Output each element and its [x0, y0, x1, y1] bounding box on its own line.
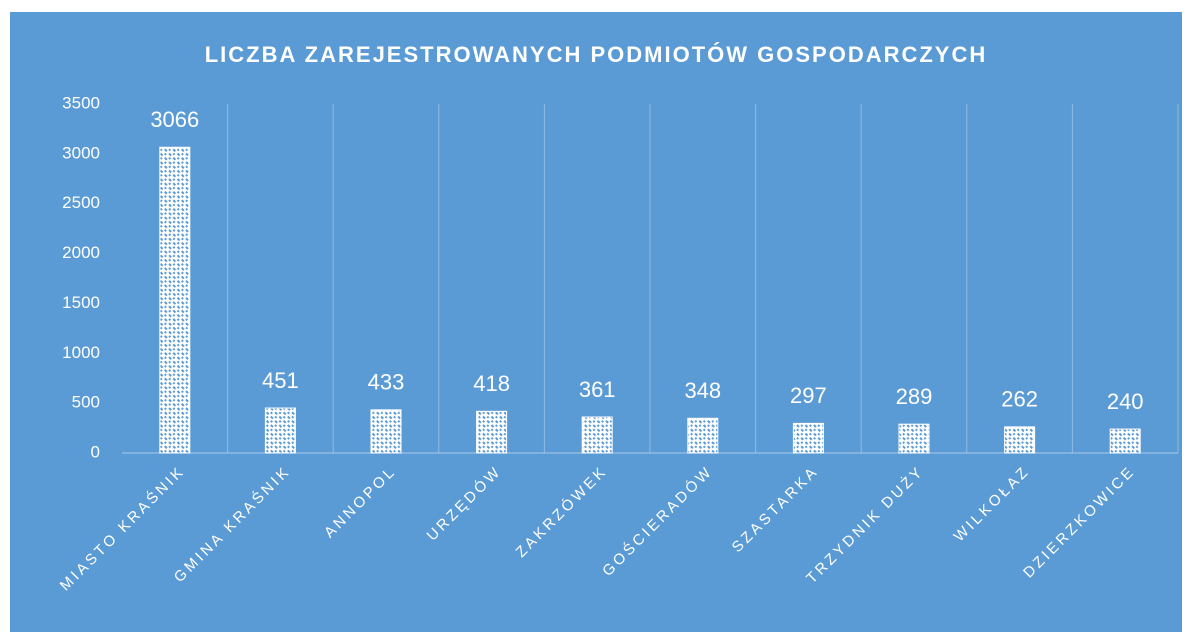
bar [581, 416, 613, 454]
bar [264, 407, 296, 454]
data-label: 240 [1107, 389, 1144, 414]
data-label: 289 [896, 384, 933, 409]
bar [1109, 428, 1141, 454]
data-label: 3066 [150, 107, 199, 132]
bar [476, 410, 508, 454]
data-label: 348 [684, 378, 721, 403]
data-label: 433 [368, 370, 405, 395]
chart-background [10, 12, 1182, 632]
bar [370, 409, 402, 454]
y-tick-label: 3500 [62, 93, 100, 112]
y-tick-label: 500 [72, 393, 100, 412]
bar [1004, 426, 1036, 454]
data-label: 262 [1001, 387, 1038, 412]
y-tick-label: 2500 [62, 193, 100, 212]
y-tick-label: 3000 [62, 143, 100, 162]
bar [792, 422, 824, 454]
bar [687, 417, 719, 454]
data-label: 361 [579, 377, 616, 402]
data-label: 418 [473, 371, 510, 396]
y-tick-label: 1500 [62, 293, 100, 312]
data-label: 297 [790, 383, 827, 408]
bar [898, 423, 930, 454]
chart-title: LICZBA ZAREJESTROWANYCH PODMIOTÓW GOSPOD… [205, 42, 988, 67]
y-tick-label: 2000 [62, 243, 100, 262]
y-tick-label: 1000 [62, 343, 100, 362]
y-tick-label: 0 [91, 442, 100, 461]
bar [159, 146, 191, 454]
data-label: 451 [262, 368, 299, 393]
